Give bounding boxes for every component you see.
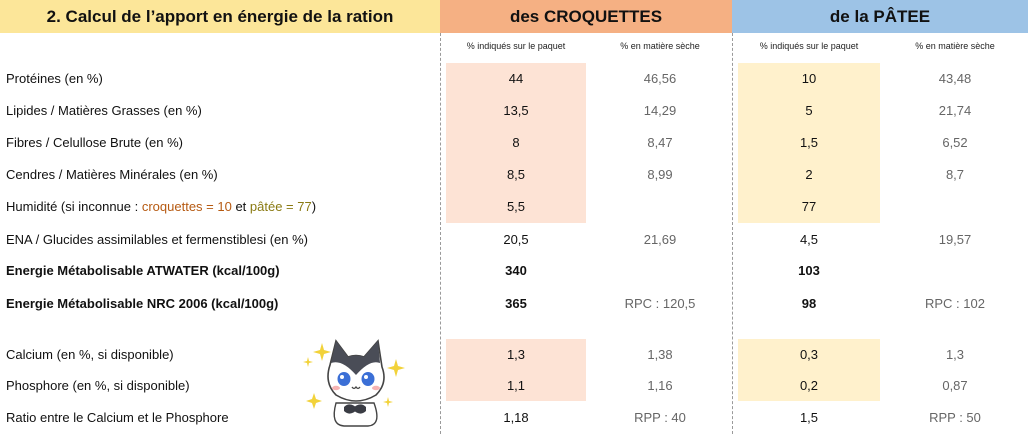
patee-paquet-fibres: 1,5 (799, 135, 819, 150)
patee-ms-proteines: 43,48 (938, 71, 972, 86)
patee-atwater: 103 (798, 263, 820, 278)
row-label-humidite: Humidité (si inconnue : croquettes = 10 … (6, 199, 316, 214)
croq-paquet-lipides: 13,5 (503, 103, 529, 118)
patee-input-cells (738, 63, 880, 223)
cat-mascot-icon (303, 339, 405, 427)
croq-ratio: 1,18 (503, 410, 529, 425)
patee-header: de la PÂTEE (732, 0, 1028, 33)
croq-rpc: RPC : 120,5 (624, 296, 696, 311)
subheader-croq-ms: % en matière sèche (620, 41, 700, 51)
croq-paquet-humidite: 5,5 (506, 199, 526, 214)
croq-ms-phosphore: 1,16 (647, 378, 673, 393)
patee-nrc: 98 (801, 296, 817, 311)
section-title: 2. Calcul de l’apport en énergie de la r… (0, 0, 440, 33)
row-label-ratio: Ratio entre le Calcium et le Phosphore (6, 410, 229, 425)
croq-paquet-phosphore: 1,1 (506, 378, 526, 393)
patee-paquet-lipides: 5 (805, 103, 813, 118)
croq-paquet-fibres: 8 (512, 135, 520, 150)
subheader-patee-paquet: % indiqués sur le paquet (759, 41, 859, 51)
row-label-phosphore: Phosphore (en %, si disponible) (6, 378, 190, 393)
subheader-croq-paquet: % indiqués sur le paquet (466, 41, 566, 51)
humidite-et: et (231, 199, 250, 214)
patee-ms-ena: 19,57 (938, 232, 972, 247)
croq-ms-lipides: 14,29 (643, 103, 677, 118)
column-divider (440, 33, 441, 434)
patee-paquet-humidite: 77 (801, 199, 817, 214)
patee-paquet-ena: 4,5 (799, 232, 819, 247)
humidite-text: Humidité (si inconnue : (6, 199, 142, 214)
patee-ms-lipides: 21,74 (938, 103, 972, 118)
patee-paquet-proteines: 10 (801, 71, 817, 86)
croq-ms-calcium: 1,38 (647, 347, 673, 362)
croq-ms-fibres: 8,47 (647, 135, 673, 150)
row-label-fibres: Fibres / Celullose Brute (en %) (6, 135, 184, 150)
patee-paquet-cendres: 2 (805, 167, 813, 182)
croq-paquet-proteines: 44 (508, 71, 524, 86)
patee-paquet-phosphore: 0,2 (799, 378, 819, 393)
croq-ms-ena: 21,69 (643, 232, 677, 247)
humidite-patee-hint: pâtée = 77 (249, 199, 312, 214)
croquettes-header: des CROQUETTES (440, 0, 732, 33)
croq-ms-cendres: 8,99 (647, 167, 673, 182)
croq-paquet-calcium: 1,3 (506, 347, 526, 362)
patee-ms-fibres: 6,52 (942, 135, 968, 150)
humidite-croquettes-hint: croquettes = 10 (141, 199, 232, 214)
row-label-nrc: Energie Métabolisable NRC 2006 (kcal/100… (6, 296, 279, 311)
row-label-calcium: Calcium (en %, si disponible) (6, 347, 174, 362)
row-label-proteines: Protéines (en %) (6, 71, 103, 86)
patee-paquet-calcium: 0,3 (799, 347, 819, 362)
patee-ms-phosphore: 0,87 (942, 378, 968, 393)
patee-mineral-cells (738, 339, 880, 401)
croq-atwater: 340 (505, 263, 527, 278)
croquettes-input-cells (446, 63, 586, 223)
croq-paquet-ena: 20,5 (503, 232, 529, 247)
patee-ms-calcium: 1,3 (945, 347, 965, 362)
croq-paquet-cendres: 8,5 (506, 167, 526, 182)
row-label-atwater: Energie Métabolisable ATWATER (kcal/100g… (6, 263, 280, 278)
patee-rpp: RPP : 50 (929, 410, 981, 425)
humidite-close: ) (311, 199, 317, 214)
column-divider (732, 33, 733, 434)
patee-rpc: RPC : 102 (925, 296, 985, 311)
croq-ms-proteines: 46,56 (643, 71, 677, 86)
patee-ms-cendres: 8,7 (945, 167, 965, 182)
croq-rpp: RPP : 40 (634, 410, 686, 425)
row-label-cendres: Cendres / Matières Minérales (en %) (6, 167, 218, 182)
row-label-ena: ENA / Glucides assimilables et fermensti… (6, 232, 309, 247)
croq-nrc: 365 (505, 296, 527, 311)
row-label-lipides: Lipides / Matières Grasses (en %) (6, 103, 202, 118)
croquettes-mineral-cells (446, 339, 586, 401)
subheader-patee-ms: % en matière sèche (915, 41, 995, 51)
patee-ratio: 1,5 (799, 410, 819, 425)
